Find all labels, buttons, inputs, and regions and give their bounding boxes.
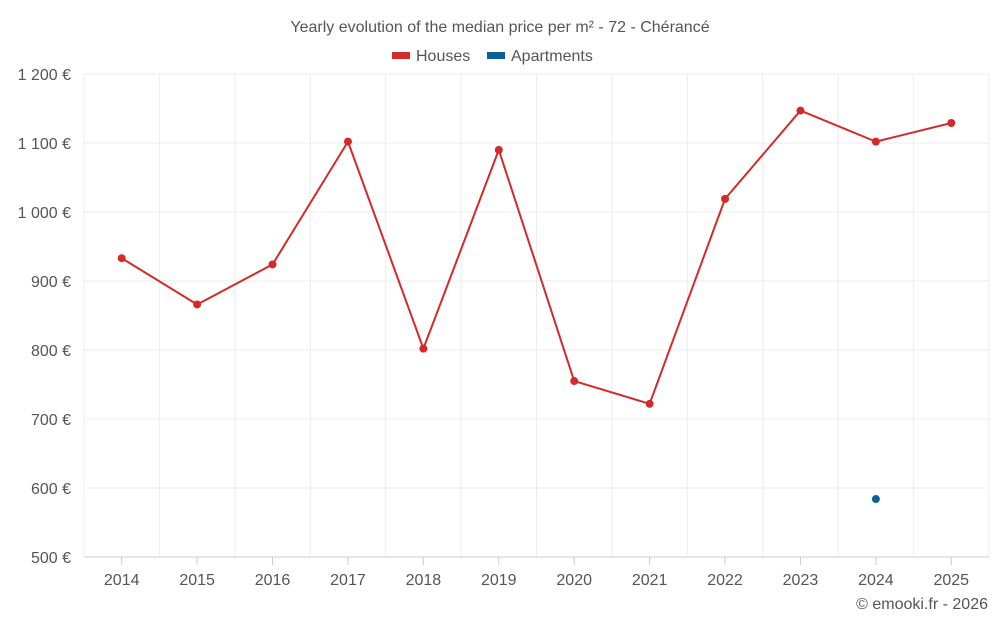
x-tick-label: 2024: [858, 572, 894, 589]
legend: Houses Apartments: [392, 48, 593, 65]
y-tick-label: 500 €: [31, 550, 71, 567]
y-tick-label: 1 000 €: [18, 205, 71, 222]
x-tick-label: 2020: [556, 572, 592, 589]
series-layer: [117, 106, 956, 504]
x-tick-label: 2017: [330, 572, 366, 589]
data-point-houses[interactable]: [645, 399, 654, 408]
credit-text: © emooki.fr - 2026: [856, 596, 988, 613]
x-tick-label: 2021: [632, 572, 668, 589]
data-point-houses[interactable]: [193, 300, 202, 309]
y-tick-label: 900 €: [31, 274, 71, 291]
x-tick-label: 2015: [179, 572, 215, 589]
x-tick-label: 2022: [707, 572, 743, 589]
y-tick-label: 600 €: [31, 481, 71, 498]
chart-title: Yearly evolution of the median price per…: [290, 19, 709, 36]
data-point-houses[interactable]: [494, 145, 503, 154]
data-point-houses[interactable]: [343, 137, 352, 146]
data-point-houses[interactable]: [268, 260, 277, 269]
data-point-houses[interactable]: [871, 137, 880, 146]
data-point-houses[interactable]: [721, 194, 730, 203]
y-tick-label: 1 200 €: [18, 67, 71, 84]
data-point-houses[interactable]: [419, 344, 428, 353]
legend-swatch-houses: [392, 52, 410, 59]
y-axis: 500 € 600 € 700 € 800 € 900 € 1 000 € 1 100 € 1…: [18, 67, 71, 567]
data-point-houses[interactable]: [117, 254, 126, 263]
y-tick-label: 1 100 €: [18, 136, 71, 153]
x-tick-label: 2014: [104, 572, 140, 589]
data-point-houses[interactable]: [796, 106, 805, 115]
y-tick-label: 700 €: [31, 412, 71, 429]
data-point-apartments[interactable]: [871, 495, 880, 504]
x-tick-label: 2016: [255, 572, 291, 589]
legend-label-apartments[interactable]: Apartments: [511, 48, 593, 65]
x-tick-label: 2018: [406, 572, 442, 589]
y-tick-label: 800 €: [31, 343, 71, 360]
series-line-houses: [121, 109, 952, 405]
x-tick-label: 2023: [783, 572, 819, 589]
x-tick-label: 2025: [933, 572, 969, 589]
legend-swatch-apartments: [487, 52, 505, 59]
data-point-houses[interactable]: [947, 118, 956, 127]
legend-label-houses[interactable]: Houses: [416, 48, 470, 65]
grid: [83, 73, 990, 557]
data-point-houses[interactable]: [570, 377, 579, 386]
x-tick-label: 2019: [481, 572, 517, 589]
x-axis: 2014 2015 2016 2017 2018 2019 2020 2021 2022 2023…: [84, 556, 989, 589]
